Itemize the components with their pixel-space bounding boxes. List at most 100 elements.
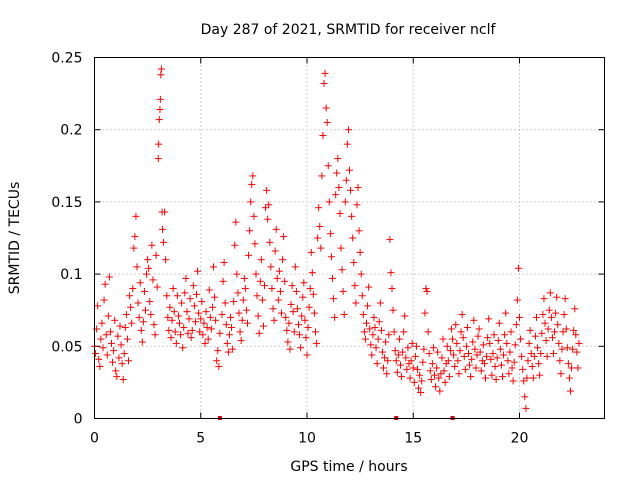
data-point bbox=[156, 95, 164, 103]
data-point bbox=[304, 324, 312, 332]
data-point bbox=[240, 274, 248, 282]
data-point bbox=[181, 289, 189, 297]
data-point bbox=[281, 277, 289, 285]
data-point bbox=[475, 325, 483, 333]
data-point bbox=[536, 371, 544, 379]
data-point bbox=[173, 292, 181, 300]
data-point bbox=[256, 277, 264, 285]
data-point bbox=[164, 313, 172, 321]
data-point bbox=[471, 345, 479, 353]
data-point bbox=[204, 335, 212, 343]
data-point bbox=[501, 331, 509, 339]
data-point bbox=[263, 186, 271, 194]
data-point bbox=[433, 364, 441, 372]
data-point bbox=[368, 351, 376, 359]
data-point bbox=[386, 235, 394, 243]
data-point bbox=[258, 296, 266, 304]
data-point bbox=[373, 360, 381, 368]
data-point bbox=[348, 212, 356, 220]
data-point bbox=[207, 325, 215, 333]
data-point bbox=[336, 209, 344, 217]
data-point bbox=[322, 104, 330, 112]
data-point bbox=[351, 282, 359, 290]
data-point bbox=[517, 335, 525, 343]
data-point bbox=[330, 295, 338, 303]
data-point bbox=[422, 285, 430, 293]
data-point bbox=[198, 298, 206, 306]
data-point bbox=[557, 370, 565, 378]
data-point bbox=[271, 247, 279, 255]
data-point bbox=[147, 311, 155, 319]
data-point bbox=[153, 283, 161, 291]
data-point bbox=[375, 318, 383, 326]
data-point bbox=[567, 387, 574, 395]
data-point bbox=[320, 79, 328, 87]
data-point bbox=[571, 305, 579, 313]
data-point bbox=[113, 373, 121, 381]
data-point bbox=[227, 313, 234, 321]
data-point bbox=[155, 140, 163, 148]
data-point bbox=[554, 321, 562, 329]
data-point bbox=[553, 293, 561, 301]
data-point bbox=[377, 326, 385, 334]
data-point bbox=[565, 374, 573, 382]
data-point bbox=[366, 325, 374, 333]
data-point bbox=[434, 348, 442, 356]
data-point bbox=[248, 181, 256, 189]
data-point bbox=[390, 328, 398, 336]
data-point bbox=[347, 186, 355, 194]
data-point bbox=[205, 286, 213, 294]
data-point bbox=[392, 357, 400, 365]
data-point bbox=[279, 256, 287, 264]
data-point bbox=[138, 338, 146, 346]
data-point bbox=[492, 376, 500, 384]
data-point bbox=[180, 324, 188, 332]
data-point bbox=[383, 370, 391, 378]
data-point bbox=[468, 355, 476, 363]
data-point bbox=[137, 326, 145, 334]
data-point bbox=[244, 319, 251, 327]
data-point bbox=[455, 370, 463, 378]
data-point bbox=[126, 292, 134, 300]
data-point bbox=[221, 299, 229, 307]
data-point bbox=[505, 370, 513, 378]
data-point bbox=[171, 328, 179, 336]
data-point bbox=[119, 376, 127, 384]
data-point bbox=[152, 251, 160, 259]
data-point bbox=[135, 313, 143, 321]
data-point bbox=[269, 305, 277, 313]
data-point bbox=[525, 339, 533, 347]
data-point bbox=[526, 326, 534, 334]
data-point bbox=[295, 321, 302, 329]
data-point bbox=[272, 225, 280, 233]
data-point bbox=[208, 303, 216, 311]
data-point bbox=[154, 155, 162, 163]
data-point bbox=[206, 313, 214, 321]
data-point bbox=[299, 293, 307, 301]
data-point bbox=[340, 311, 348, 319]
data-point bbox=[378, 348, 386, 356]
data-point bbox=[425, 350, 433, 358]
data-point bbox=[562, 325, 570, 333]
data-point bbox=[99, 344, 107, 352]
data-point bbox=[469, 338, 477, 346]
data-point bbox=[410, 378, 418, 386]
data-point bbox=[560, 311, 568, 319]
data-point bbox=[441, 378, 449, 386]
data-point bbox=[463, 324, 471, 332]
data-point bbox=[569, 345, 577, 353]
y-tick-label: 0.25 bbox=[51, 51, 82, 67]
data-point bbox=[214, 347, 222, 355]
data-point bbox=[317, 244, 325, 252]
data-point bbox=[254, 312, 262, 320]
data-point bbox=[197, 315, 205, 323]
data-point bbox=[446, 347, 454, 355]
data-point bbox=[275, 267, 283, 275]
data-point bbox=[521, 393, 529, 401]
data-point bbox=[359, 311, 367, 319]
data-point bbox=[495, 319, 503, 327]
data-point bbox=[457, 328, 465, 336]
data-point bbox=[250, 212, 258, 220]
data-point bbox=[479, 341, 487, 349]
data-point bbox=[101, 280, 109, 288]
